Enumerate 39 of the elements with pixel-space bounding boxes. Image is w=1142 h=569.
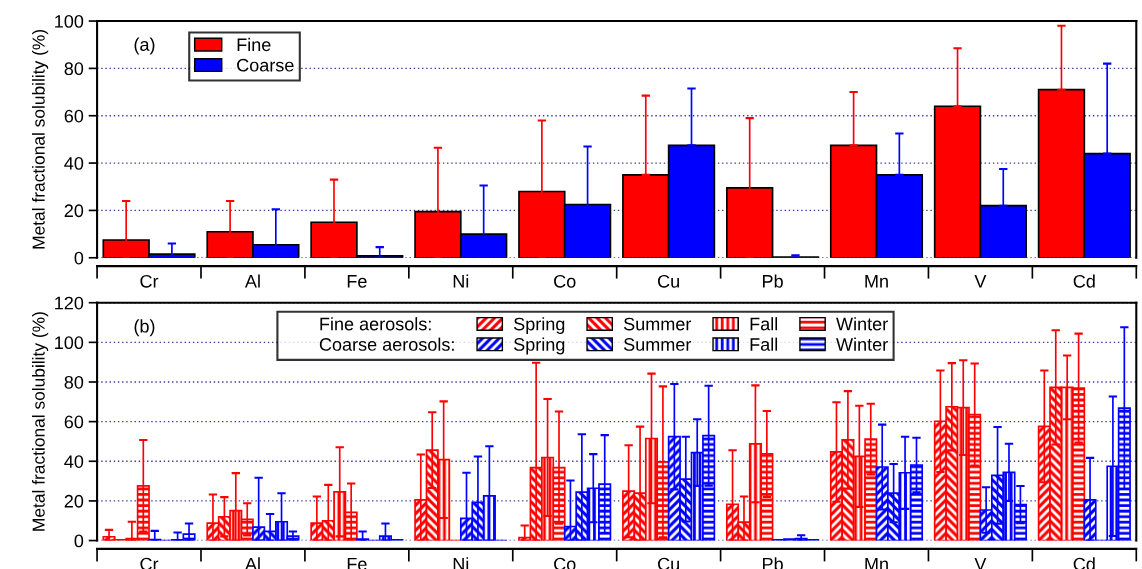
- x-tick-label: Co: [554, 274, 576, 288]
- legend-label: Fine: [237, 37, 271, 52]
- x-tick-label: Fe: [347, 275, 367, 288]
- y-tick-label: 20: [64, 204, 84, 218]
- legend-label: Summer: [623, 317, 692, 331]
- y-tick-label: 0: [74, 534, 84, 548]
- y-tick-label: 120: [55, 296, 84, 310]
- y-tick-label: 0: [74, 251, 84, 265]
- x-tick-label: Al: [244, 274, 260, 288]
- y-tick-label: 100: [55, 14, 84, 28]
- y-axis-title: Metal fractional solubility (%): [32, 30, 49, 249]
- y-tick-label: 20: [64, 494, 84, 508]
- x-tick-label: Cd: [1073, 274, 1095, 288]
- x-tick-label: Mn: [865, 275, 888, 288]
- y-axis-title: Metal fractional solubility (%): [32, 312, 49, 531]
- x-tick-label: Ni: [453, 274, 469, 288]
- y-tick-label: 80: [64, 62, 84, 76]
- y-tick-label: 60: [64, 109, 84, 123]
- annotation: (b): [134, 319, 155, 337]
- annotation: (a): [134, 37, 155, 55]
- legend-label: Summer: [623, 338, 692, 351]
- legend-label: Fall: [750, 337, 778, 351]
- legend-label: Winter: [836, 317, 888, 331]
- x-tick-label: Cr: [140, 274, 159, 288]
- legend-label: Spring: [514, 317, 565, 334]
- y-tick-label: 40: [64, 455, 84, 468]
- legend-label: Spring: [514, 337, 565, 355]
- x-tick-label: Cu: [658, 274, 679, 288]
- y-tick-label: 80: [64, 375, 84, 389]
- legend-label: Coarse: [237, 58, 294, 72]
- x-tick-label: V: [974, 275, 987, 288]
- annotation: Fine aerosols:: [320, 317, 431, 331]
- annotation: Coarse aerosols:: [319, 337, 454, 351]
- legend-label: Winter: [836, 337, 888, 351]
- y-tick-label: 40: [64, 157, 84, 170]
- legend-label: Fall: [750, 317, 778, 331]
- y-tick-label: 100: [55, 336, 84, 350]
- x-tick-label: Pb: [763, 274, 783, 288]
- y-tick-label: 60: [64, 415, 84, 429]
